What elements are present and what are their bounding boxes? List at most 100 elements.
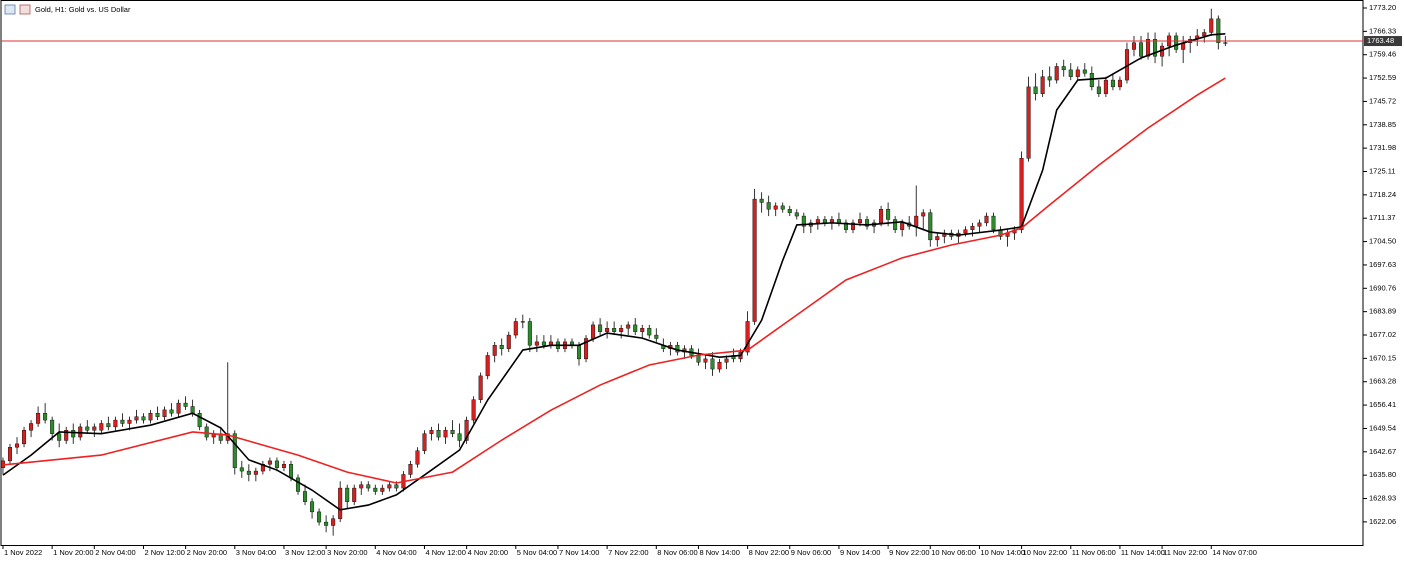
x-tick-label: 3 Nov 12:00 xyxy=(285,548,325,557)
candle-body xyxy=(773,205,778,210)
candle-body xyxy=(204,426,209,438)
candle-body xyxy=(626,324,631,329)
candle-body xyxy=(478,375,483,400)
candle-body xyxy=(520,321,525,323)
x-tick-label: 11 Nov 22:00 xyxy=(1163,548,1207,557)
candle-body xyxy=(394,484,399,489)
y-tick-label: 1622.06 xyxy=(1369,517,1396,526)
candle-body xyxy=(162,409,167,417)
candle-body xyxy=(43,413,48,421)
x-tick-label: 8 Nov 06:00 xyxy=(657,548,697,557)
x-tick-label: 8 Nov 14:00 xyxy=(699,548,739,557)
candle-body xyxy=(422,433,427,451)
candle-body xyxy=(345,487,350,502)
candle-body xyxy=(696,355,701,363)
y-tick-label: 1738.85 xyxy=(1369,120,1396,129)
candle-body xyxy=(963,229,968,234)
candle-body xyxy=(1019,158,1024,230)
y-tick-label: 1649.54 xyxy=(1369,423,1396,432)
x-tick-label: 1 Nov 2022 xyxy=(4,548,42,557)
y-tick-label: 1745.72 xyxy=(1369,96,1396,105)
candle-body xyxy=(106,423,111,428)
candle-body xyxy=(991,215,996,230)
candle-body xyxy=(338,487,343,519)
x-tick-label: 14 Nov 07:00 xyxy=(1212,548,1257,557)
x-tick-label: 11 Nov 06:00 xyxy=(1072,548,1116,557)
y-tick-label: 1752.59 xyxy=(1369,73,1396,82)
candle-body xyxy=(239,467,244,472)
chart-title: Gold, H1: Gold vs. US Dollar xyxy=(35,5,131,14)
y-tick-label: 1718.24 xyxy=(1369,190,1396,199)
candle-body xyxy=(380,487,385,492)
x-tick-label: 7 Nov 14:00 xyxy=(559,548,599,557)
candle-body xyxy=(977,222,982,227)
candle-body xyxy=(310,501,315,513)
candle-body xyxy=(492,345,497,356)
candle-body xyxy=(527,321,532,346)
candle-body xyxy=(499,345,504,349)
candle-body xyxy=(120,419,125,424)
candle-body xyxy=(50,419,55,434)
candle-body xyxy=(1026,86,1031,159)
candle-body xyxy=(822,219,827,224)
candle-body xyxy=(1202,32,1207,37)
candle-body xyxy=(359,484,364,489)
candle-body xyxy=(921,212,926,217)
candle-body xyxy=(1223,42,1228,44)
candle-body xyxy=(794,212,799,217)
candle-body xyxy=(1061,66,1066,71)
candle-body xyxy=(169,409,174,414)
candle-body xyxy=(281,464,286,468)
candle-body xyxy=(724,358,729,363)
candle-body xyxy=(366,484,371,489)
candle-body xyxy=(1068,69,1073,77)
candle-body xyxy=(99,423,104,431)
candle-body xyxy=(155,413,160,417)
candle-body xyxy=(513,321,518,336)
candle-body xyxy=(141,416,146,421)
candle-body xyxy=(612,328,617,332)
candle-body xyxy=(457,433,462,441)
y-tick-label: 1704.50 xyxy=(1369,237,1396,246)
candle-body xyxy=(148,413,153,421)
candle-body xyxy=(577,345,582,360)
candle-body xyxy=(654,334,659,339)
candle-body xyxy=(183,402,188,407)
x-tick-label: 9 Nov 06:00 xyxy=(791,548,831,557)
candle-body xyxy=(935,236,940,241)
candle-body xyxy=(605,328,610,332)
candle-body xyxy=(984,215,989,224)
candle-body xyxy=(1117,79,1122,88)
candle-body xyxy=(1131,42,1136,50)
title-icons xyxy=(4,4,31,15)
candle-body xyxy=(303,491,308,502)
candle-body xyxy=(127,419,132,424)
candle-body xyxy=(443,430,448,438)
candle-body xyxy=(7,447,12,462)
candle-body xyxy=(640,328,645,332)
y-tick-label: 1759.46 xyxy=(1369,50,1396,59)
y-tick-label: 1766.33 xyxy=(1369,26,1396,35)
candle-body xyxy=(633,324,638,332)
candle-body xyxy=(1047,76,1052,81)
candle-body xyxy=(485,355,490,377)
x-tick-label: 1 Nov 20:00 xyxy=(53,548,93,557)
candle-body xyxy=(886,209,891,220)
y-tick-label: 1642.67 xyxy=(1369,447,1396,456)
x-tick-label: 4 Nov 04:00 xyxy=(376,548,416,557)
candle-body xyxy=(1103,79,1108,94)
y-tick-label: 1628.93 xyxy=(1369,494,1396,503)
candle-body xyxy=(836,219,841,224)
candle-body xyxy=(71,430,76,438)
candle-body xyxy=(506,334,511,349)
candle-body xyxy=(113,419,118,428)
candle-body xyxy=(1082,69,1087,74)
candle-body xyxy=(843,222,848,230)
y-tick-label: 1773.20 xyxy=(1369,3,1396,12)
candle-body xyxy=(1096,86,1101,94)
plot-frame xyxy=(0,0,1364,546)
candle-body xyxy=(85,426,90,431)
x-tick-label: 10 Nov 14:00 xyxy=(980,548,1025,557)
candle-body xyxy=(29,423,34,431)
candle-body xyxy=(267,460,272,465)
